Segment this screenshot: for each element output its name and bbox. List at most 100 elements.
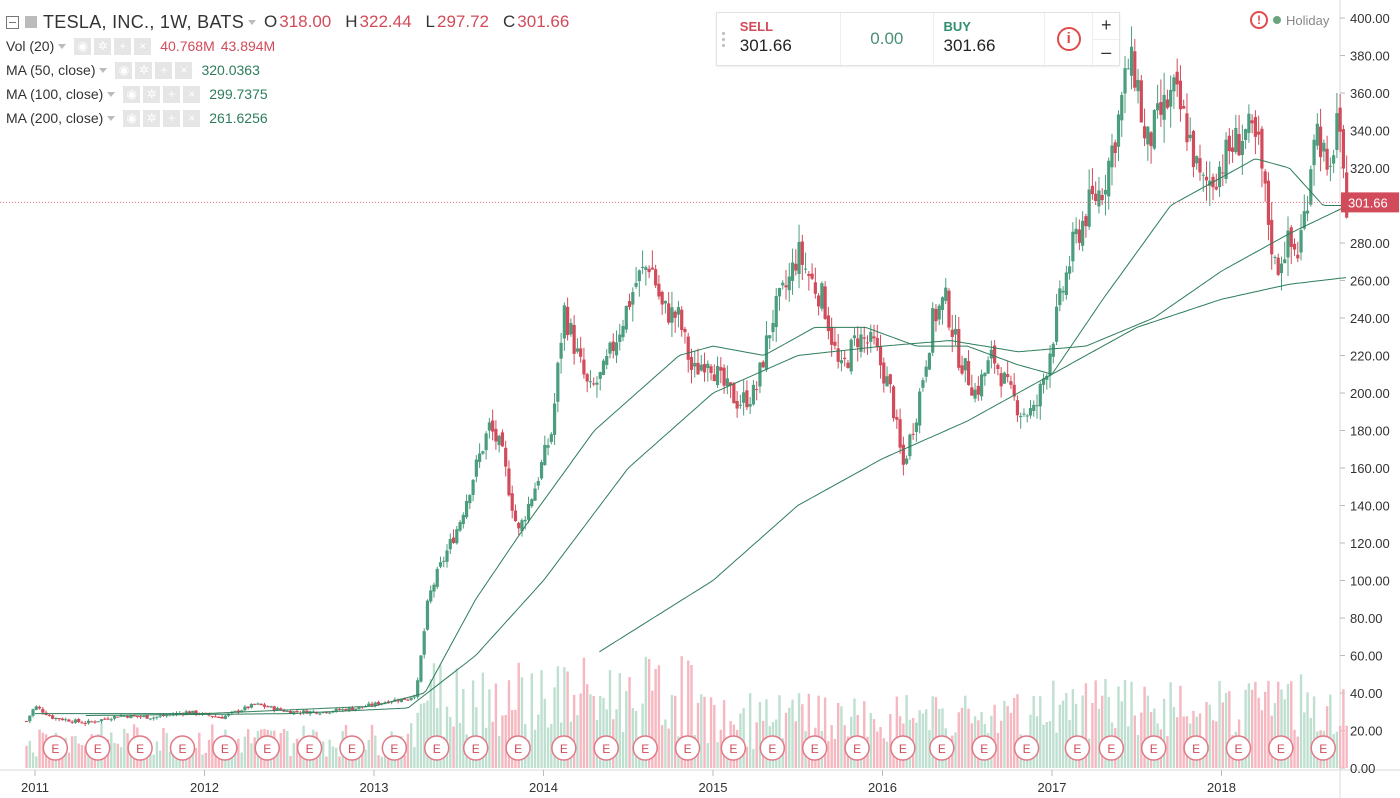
gear-icon[interactable]: ✲ xyxy=(143,85,161,103)
volume-bar xyxy=(696,702,700,768)
exclamation-icon[interactable]: ! xyxy=(1250,11,1268,29)
candle-body xyxy=(1045,375,1049,380)
gear-icon[interactable]: ✲ xyxy=(94,37,112,55)
plus-icon[interactable]: + xyxy=(155,61,173,79)
eye-icon[interactable]: ◉ xyxy=(115,61,133,79)
volume-bar xyxy=(915,722,918,768)
earnings-marker-label: E xyxy=(729,742,737,756)
chevron-down-icon[interactable] xyxy=(107,91,116,97)
close-icon[interactable]: × xyxy=(183,109,201,127)
candle-body xyxy=(1041,378,1046,385)
candle-body xyxy=(311,711,315,713)
candle-body xyxy=(445,550,449,562)
chevron-down-icon[interactable] xyxy=(99,67,108,73)
candle-body xyxy=(187,711,192,714)
earnings-marker xyxy=(462,735,489,761)
volume-bar xyxy=(240,752,243,768)
candle-body xyxy=(533,488,537,501)
info-button[interactable]: i xyxy=(1043,13,1092,65)
earnings-marker xyxy=(1310,735,1336,761)
minus-button[interactable]: – xyxy=(1101,41,1112,62)
eye-icon[interactable]: ◉ xyxy=(74,37,92,55)
indicator-ma100[interactable]: MA (100, close) ◉ ✲ + × 299.7375 xyxy=(6,85,268,103)
volume-bar xyxy=(585,684,589,768)
earnings-marker-label: E xyxy=(472,742,480,756)
indicator-volume[interactable]: Vol (20) ◉ ✲ + × 40.768M 43.894M xyxy=(6,37,276,55)
close-icon[interactable]: × xyxy=(175,61,193,79)
volume-bar xyxy=(954,732,957,768)
plus-button[interactable]: + xyxy=(1093,13,1119,40)
volume-bar xyxy=(237,738,240,768)
drag-handle-icon[interactable] xyxy=(717,13,730,65)
plus-icon[interactable]: + xyxy=(163,109,181,127)
candle-body xyxy=(1169,89,1173,107)
candle-body xyxy=(1270,219,1274,255)
candle-body xyxy=(119,715,123,717)
gear-icon[interactable]: ✲ xyxy=(143,109,161,127)
y-tick-label: 0.00 xyxy=(1350,761,1375,776)
candle-body xyxy=(269,706,273,708)
collapse-icon[interactable] xyxy=(6,15,19,29)
y-tick-label: 320.00 xyxy=(1350,161,1390,176)
volume-bar xyxy=(882,738,886,768)
volume-bar xyxy=(602,697,605,768)
volume-bar xyxy=(895,696,899,768)
volume-bar xyxy=(599,695,602,768)
chevron-down-icon[interactable] xyxy=(107,115,116,121)
indicator-ma50[interactable]: MA (50, close) ◉ ✲ + × 320.0363 xyxy=(6,61,260,79)
candle-body xyxy=(1061,290,1065,293)
candle-body xyxy=(1279,263,1284,274)
gear-icon[interactable]: ✲ xyxy=(135,61,153,79)
candle-body xyxy=(712,374,716,382)
close-icon[interactable]: × xyxy=(183,85,201,103)
candle-body xyxy=(530,499,534,507)
volume-bar xyxy=(276,745,279,768)
earnings-marker xyxy=(720,735,747,761)
volume-bar xyxy=(853,698,856,768)
indicator-ma200[interactable]: MA (200, close) ◉ ✲ + × 261.6256 xyxy=(6,109,268,127)
volume-bar xyxy=(742,708,745,768)
volume-bar xyxy=(1283,699,1286,768)
chevron-down-icon[interactable] xyxy=(58,43,67,49)
candle-body xyxy=(1335,113,1339,150)
volume-bar xyxy=(1009,712,1013,768)
earnings-marker-label: E xyxy=(263,742,271,756)
close-icon[interactable]: × xyxy=(134,37,152,55)
volume-bar xyxy=(1299,674,1303,768)
candle-body xyxy=(869,331,873,342)
earnings-marker xyxy=(505,735,531,761)
candle-body xyxy=(797,241,801,275)
candle-body xyxy=(1123,68,1127,94)
volume-bar xyxy=(1094,680,1097,768)
candle-body xyxy=(781,282,785,286)
candle-body xyxy=(1198,158,1202,173)
candle-body xyxy=(676,307,681,315)
volume-bar xyxy=(807,693,811,768)
candle-body xyxy=(790,262,795,281)
earnings-marker-label: E xyxy=(348,742,356,756)
volume-bar xyxy=(801,704,804,768)
plus-icon[interactable]: + xyxy=(114,37,132,55)
volume-bar xyxy=(784,712,788,768)
volume-bar xyxy=(517,662,520,768)
candle-body xyxy=(416,680,420,697)
candle-body xyxy=(227,713,231,716)
volume-bar xyxy=(67,752,71,768)
candle-body xyxy=(1312,139,1316,166)
candle-body xyxy=(865,342,870,344)
eye-icon[interactable]: ◉ xyxy=(123,109,141,127)
chevron-down-icon[interactable] xyxy=(248,19,257,25)
plus-icon[interactable]: + xyxy=(163,85,181,103)
candle-body xyxy=(1276,257,1280,275)
sell-button[interactable]: SELL 301.66 xyxy=(730,13,842,65)
eye-icon[interactable]: ◉ xyxy=(123,85,141,103)
volume-bar xyxy=(1345,725,1348,768)
volume-bar xyxy=(419,703,423,768)
candle-body xyxy=(517,522,521,529)
candle-body xyxy=(1051,343,1055,357)
buy-button[interactable]: BUY 301.66 xyxy=(932,13,1044,65)
volume-bar xyxy=(1312,696,1316,768)
candle-body xyxy=(979,374,984,397)
candle-body xyxy=(406,699,410,701)
